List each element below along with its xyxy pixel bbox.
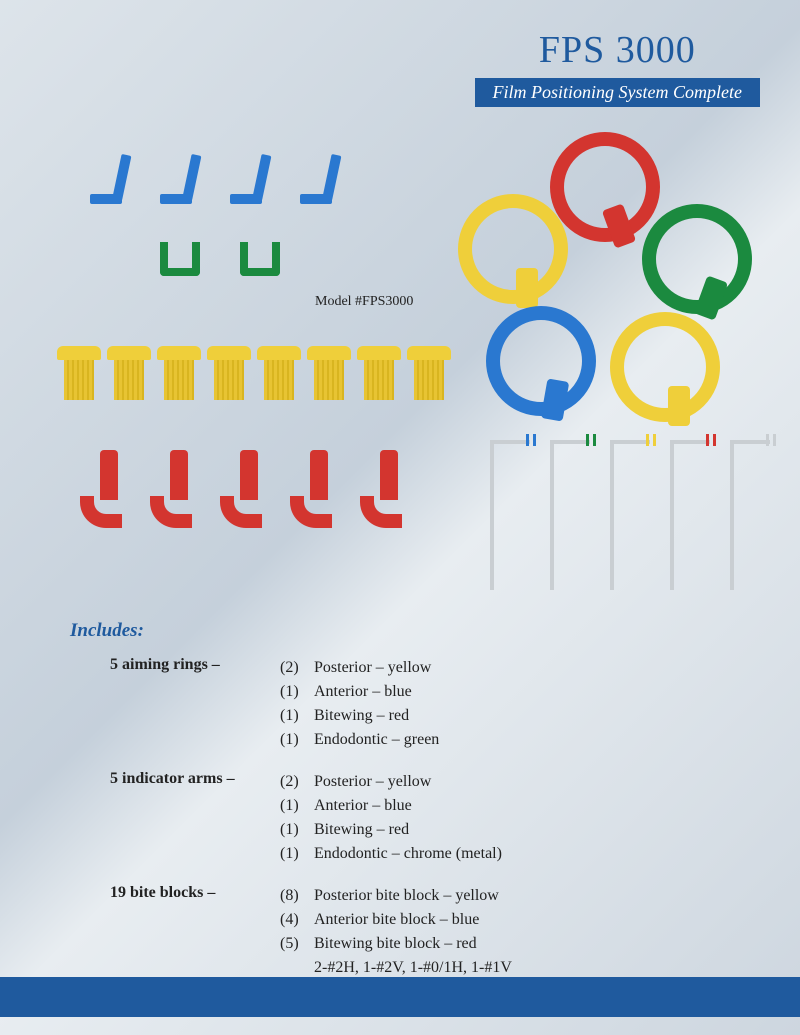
includes-section: Includes: 5 aiming rings –(2)Posterior –… bbox=[70, 620, 730, 1021]
item-qty: (1) bbox=[280, 794, 314, 818]
list-item: (1)Bitewing – red bbox=[280, 818, 730, 842]
item-desc: Anterior – blue bbox=[314, 794, 730, 818]
item-qty: (2) bbox=[280, 770, 314, 794]
indicator-arm-icon bbox=[550, 440, 554, 590]
item-desc: Posterior – yellow bbox=[314, 770, 730, 794]
red-hook-icon bbox=[220, 450, 264, 530]
header: FPS 3000 Film Positioning System Complet… bbox=[475, 28, 760, 107]
item-desc: Bitewing – red bbox=[314, 818, 730, 842]
subtitle-bar: Film Positioning System Complete bbox=[475, 78, 760, 107]
product-illustration bbox=[30, 130, 770, 600]
item-desc: Endodontic – green bbox=[314, 728, 730, 752]
section-items: (2)Posterior – yellow(1)Anterior – blue(… bbox=[280, 770, 730, 866]
includes-label: Includes: bbox=[70, 620, 730, 642]
item-qty: (2) bbox=[280, 656, 314, 680]
green-block-icon bbox=[240, 242, 280, 276]
blue-arm-icon bbox=[300, 154, 338, 204]
item-desc: Posterior bite block – yellow bbox=[314, 884, 730, 908]
red-hook-icon bbox=[150, 450, 194, 530]
aiming-ring-icon bbox=[550, 132, 660, 242]
item-qty: (1) bbox=[280, 818, 314, 842]
item-qty: (5) bbox=[280, 932, 314, 956]
yellow-block-icon bbox=[360, 346, 398, 400]
item-desc: Anterior – blue bbox=[314, 680, 730, 704]
section-title: 5 aiming rings – bbox=[70, 656, 280, 752]
item-desc: Posterior – yellow bbox=[314, 656, 730, 680]
indicator-arm-icon bbox=[670, 440, 674, 590]
item-desc: Bitewing bite block – red bbox=[314, 932, 730, 956]
yellow-block-icon bbox=[160, 346, 198, 400]
includes-row: 5 aiming rings –(2)Posterior – yellow(1)… bbox=[70, 656, 730, 752]
aiming-ring-icon bbox=[486, 306, 596, 416]
blue-arm-icon bbox=[160, 154, 198, 204]
indicator-arm-icon bbox=[730, 440, 734, 590]
list-item: (2)Posterior – yellow bbox=[280, 770, 730, 794]
item-desc: Bitewing – red bbox=[314, 704, 730, 728]
item-qty: (1) bbox=[280, 704, 314, 728]
yellow-block-icon bbox=[310, 346, 348, 400]
includes-row: 5 indicator arms –(2)Posterior – yellow(… bbox=[70, 770, 730, 866]
list-item: (5)Bitewing bite block – red bbox=[280, 932, 730, 956]
page-title: FPS 3000 bbox=[475, 28, 760, 72]
list-item: (1)Anterior – blue bbox=[280, 794, 730, 818]
list-item: (1)Endodontic – green bbox=[280, 728, 730, 752]
item-qty: (1) bbox=[280, 728, 314, 752]
footer-bar bbox=[0, 977, 800, 1017]
blue-arm-icon bbox=[230, 154, 268, 204]
blue-arm-icon bbox=[90, 154, 128, 204]
section-items: (2)Posterior – yellow(1)Anterior – blue(… bbox=[280, 656, 730, 752]
aiming-ring-icon bbox=[642, 204, 752, 314]
indicator-arm-icon bbox=[490, 440, 494, 590]
aiming-ring-icon bbox=[610, 312, 720, 422]
yellow-block-icon bbox=[210, 346, 248, 400]
yellow-block-icon bbox=[260, 346, 298, 400]
list-item: (1)Endodontic – chrome (metal) bbox=[280, 842, 730, 866]
list-item: (8)Posterior bite block – yellow bbox=[280, 884, 730, 908]
item-qty: (1) bbox=[280, 680, 314, 704]
list-item: (2)Posterior – yellow bbox=[280, 656, 730, 680]
section-title: 5 indicator arms – bbox=[70, 770, 280, 866]
item-subdesc: 2-#2H, 1-#2V, 1-#0/1H, 1-#1V bbox=[280, 956, 730, 979]
yellow-block-icon bbox=[60, 346, 98, 400]
red-hook-icon bbox=[360, 450, 404, 530]
red-hook-icon bbox=[290, 450, 334, 530]
aiming-ring-icon bbox=[458, 194, 568, 304]
list-item: (1)Bitewing – red bbox=[280, 704, 730, 728]
green-block-icon bbox=[160, 242, 200, 276]
item-desc: Endodontic – chrome (metal) bbox=[314, 842, 730, 866]
red-hook-icon bbox=[80, 450, 124, 530]
list-item: (4)Anterior bite block – blue bbox=[280, 908, 730, 932]
yellow-block-icon bbox=[410, 346, 448, 400]
item-qty: (8) bbox=[280, 884, 314, 908]
item-qty: (1) bbox=[280, 842, 314, 866]
yellow-block-icon bbox=[110, 346, 148, 400]
item-desc: Anterior bite block – blue bbox=[314, 908, 730, 932]
indicator-arm-icon bbox=[610, 440, 614, 590]
list-item: (1)Anterior – blue bbox=[280, 680, 730, 704]
item-qty: (4) bbox=[280, 908, 314, 932]
